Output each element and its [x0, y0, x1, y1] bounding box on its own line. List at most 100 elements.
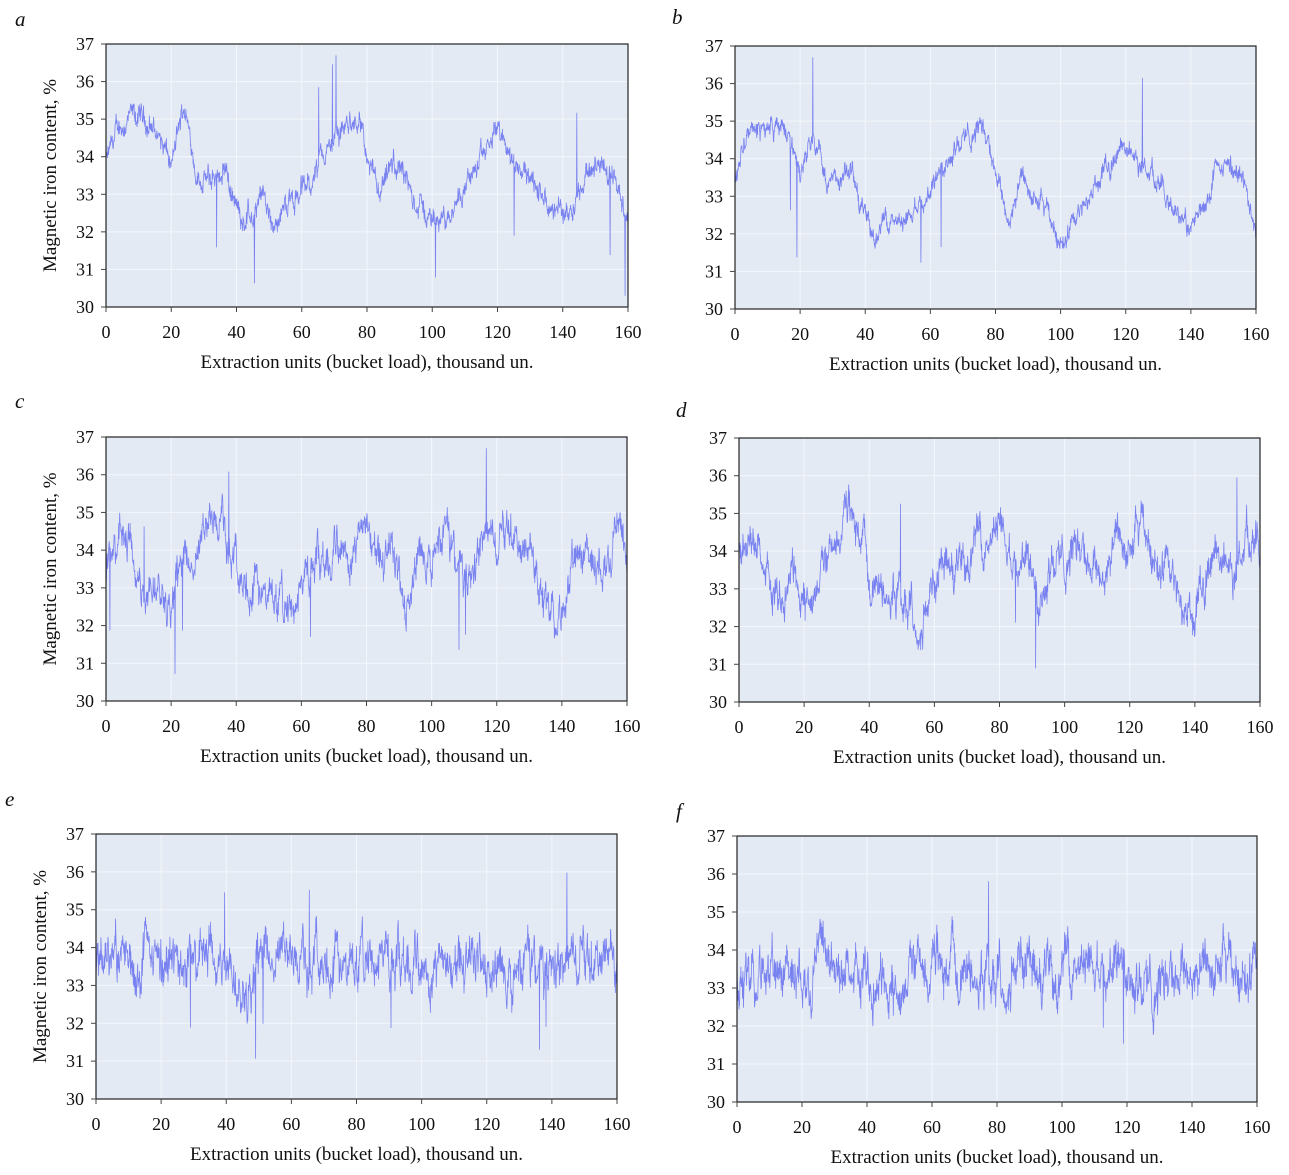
- y-tick-label: 34: [76, 540, 94, 560]
- panel-e: 0 20 40 60 80 100 120 140 160 30 31 32 33 34 35 36 37 Ext…: [5, 787, 631, 1165]
- y-tick-label: 33: [705, 186, 723, 206]
- x-tick-label: 20: [795, 717, 813, 737]
- y-tick-label: 31: [66, 1051, 84, 1071]
- x-axis-label: Extraction units (bucket load), thousand…: [201, 352, 534, 373]
- x-tick-label: 80: [358, 716, 376, 736]
- series-line: [734, 57, 1257, 263]
- y-tick-label: 32: [76, 616, 94, 636]
- x-tick-label: 0: [735, 717, 744, 737]
- x-tick-label: 140: [1179, 1117, 1206, 1137]
- x-axis-label: Extraction units (bucket load), thousand…: [831, 1147, 1164, 1168]
- y-tick-label: 32: [709, 617, 727, 637]
- y-tick-label: 32: [76, 222, 94, 242]
- series-line: [738, 477, 1261, 669]
- x-tick-label: 140: [1181, 717, 1208, 737]
- y-tick-label: 35: [76, 502, 94, 522]
- y-tick-label: 37: [76, 427, 94, 447]
- y-tick-label: 37: [709, 428, 727, 448]
- series-line: [736, 881, 1258, 1044]
- y-tick-label: 32: [66, 1013, 84, 1033]
- x-axis-label: Extraction units (bucket load), thousand…: [200, 746, 533, 767]
- y-tick-label: 30: [709, 692, 727, 712]
- y-tick-label: 34: [66, 938, 84, 958]
- y-tick-label: 35: [709, 503, 727, 523]
- y-tick-label: 36: [76, 465, 94, 485]
- y-axis-label: Magnetic iron content, %: [40, 472, 61, 665]
- x-tick-label: 160: [614, 716, 641, 736]
- y-tick-label: 35: [705, 111, 723, 131]
- panel-a: 0 20 40 60 80 100 120 140 160 30 31 32 33 34 35 36 37 Ext…: [15, 7, 642, 373]
- y-tick-label: 37: [76, 34, 94, 54]
- x-tick-label: 0: [102, 322, 111, 342]
- x-tick-label: 40: [860, 717, 878, 737]
- x-tick-label: 40: [856, 324, 874, 344]
- y-tick-label: 33: [709, 579, 727, 599]
- x-tick-label: 120: [484, 322, 511, 342]
- x-tick-label: 0: [731, 324, 740, 344]
- x-tick-label: 160: [1243, 324, 1270, 344]
- x-tick-label: 120: [1112, 324, 1139, 344]
- y-tick-label: 31: [705, 261, 723, 281]
- panel-label: b: [672, 5, 683, 29]
- y-tick-label: 31: [707, 1054, 725, 1074]
- x-tick-label: 140: [548, 716, 575, 736]
- x-tick-label: 20: [791, 324, 809, 344]
- y-tick-label: 33: [76, 184, 94, 204]
- x-tick-label: 60: [282, 1114, 300, 1134]
- x-tick-label: 100: [1051, 717, 1078, 737]
- x-tick-label: 120: [1114, 1117, 1141, 1137]
- x-tick-label: 160: [1244, 1117, 1271, 1137]
- x-tick-label: 140: [538, 1114, 565, 1134]
- x-axis-label: Extraction units (bucket load), thousand…: [190, 1144, 523, 1165]
- x-tick-label: 0: [92, 1114, 101, 1134]
- y-tick-label: 34: [705, 149, 723, 169]
- y-tick-label: 34: [709, 541, 727, 561]
- y-tick-label: 37: [707, 826, 725, 846]
- y-tick-label: 30: [707, 1092, 725, 1112]
- y-tick-label: 30: [705, 299, 723, 319]
- x-axis-label: Extraction units (bucket load), thousand…: [833, 747, 1166, 768]
- x-tick-label: 160: [604, 1114, 631, 1134]
- y-tick-label: 36: [76, 72, 94, 92]
- y-tick-label: 32: [705, 224, 723, 244]
- x-tick-label: 80: [991, 717, 1009, 737]
- x-tick-label: 80: [358, 322, 376, 342]
- y-tick-label: 30: [66, 1089, 84, 1109]
- y-tick-label: 35: [707, 902, 725, 922]
- y-tick-label: 33: [707, 978, 725, 998]
- panel-label: e: [5, 787, 14, 811]
- x-tick-label: 100: [1049, 1117, 1076, 1137]
- panel-f: 0 20 40 60 80 100 120 140 160 30 31 32 33 34 35 36 37 Ext…: [676, 799, 1271, 1168]
- x-tick-label: 160: [1247, 717, 1274, 737]
- panel-label: d: [676, 398, 687, 422]
- y-tick-label: 31: [76, 653, 94, 673]
- y-tick-label: 35: [66, 900, 84, 920]
- x-tick-label: 80: [987, 324, 1005, 344]
- y-tick-label: 31: [709, 654, 727, 674]
- x-tick-label: 120: [483, 716, 510, 736]
- x-tick-label: 100: [419, 322, 446, 342]
- y-tick-label: 37: [66, 824, 84, 844]
- y-tick-label: 35: [76, 109, 94, 129]
- x-tick-label: 40: [227, 716, 245, 736]
- x-tick-label: 60: [925, 717, 943, 737]
- y-tick-label: 34: [707, 940, 725, 960]
- y-tick-label: 30: [76, 297, 94, 317]
- x-tick-label: 40: [228, 322, 246, 342]
- panel-c: 0 20 40 60 80 100 120 140 160 30 31 32 33 34 35 36 37 Ext…: [15, 389, 641, 767]
- x-tick-label: 100: [1047, 324, 1074, 344]
- x-tick-label: 20: [162, 322, 180, 342]
- x-tick-label: 140: [549, 322, 576, 342]
- series-line: [105, 55, 629, 296]
- panel-label: a: [15, 7, 26, 31]
- y-tick-label: 33: [76, 578, 94, 598]
- x-tick-label: 100: [418, 716, 445, 736]
- panel-b: 0 20 40 60 80 100 120 140 160 30 31 32 33 34 35 36 37 Ext…: [672, 5, 1270, 375]
- x-tick-label: 0: [102, 716, 111, 736]
- x-tick-label: 80: [348, 1114, 366, 1134]
- y-tick-label: 31: [76, 259, 94, 279]
- y-tick-label: 36: [705, 74, 723, 94]
- series-line: [105, 448, 628, 675]
- x-tick-label: 40: [858, 1117, 876, 1137]
- x-tick-label: 120: [473, 1114, 500, 1134]
